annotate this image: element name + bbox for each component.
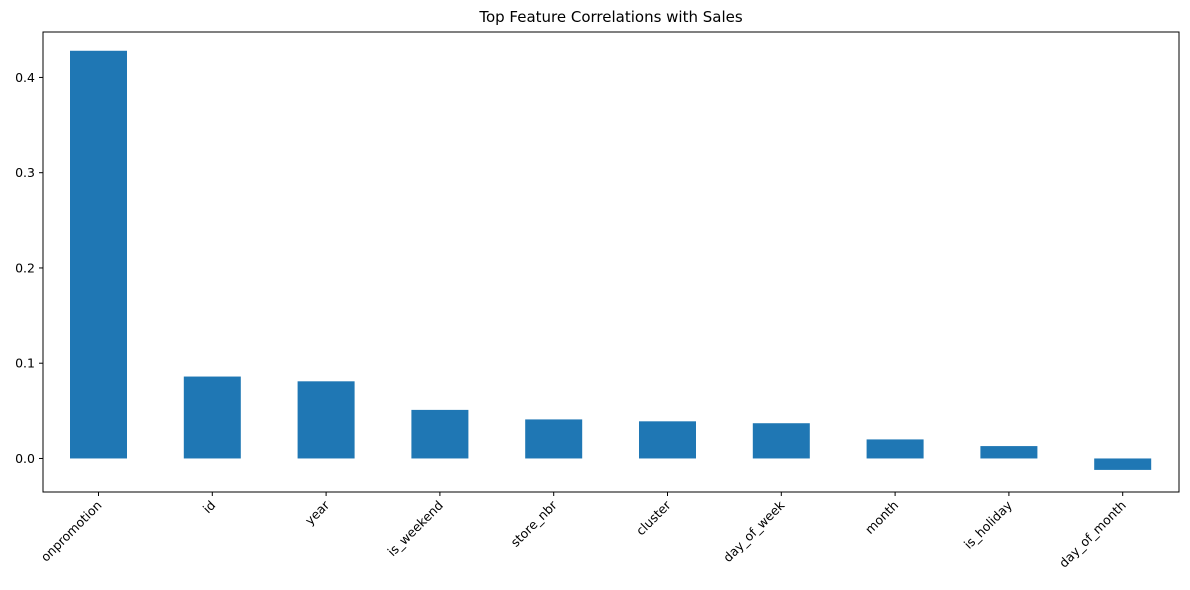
bar-onpromotion (70, 50, 127, 459)
bar-is-weekend (411, 409, 469, 459)
x-tick-label: onpromotion (38, 498, 105, 565)
y-tick-label: 0.0 (15, 451, 35, 466)
chart-title: Top Feature Correlations with Sales (478, 8, 743, 26)
x-axis: onpromotion id year is_weekend store_nbr clus… (38, 492, 1129, 570)
x-tick-label: is_holiday (961, 497, 1016, 552)
y-tick-label: 0.4 (15, 70, 35, 85)
bar-is-holiday (980, 446, 1038, 459)
y-tick-label: 0.2 (15, 260, 35, 275)
x-tick-label: month (862, 498, 901, 537)
x-tick-label: cluster (633, 497, 674, 538)
bar-year (297, 381, 355, 459)
x-tick-label: id (200, 498, 219, 517)
bar-id (183, 376, 241, 459)
x-tick-label: is_weekend (384, 498, 446, 560)
bar-cluster (639, 421, 696, 459)
y-tick-label: 0.3 (15, 165, 35, 180)
bar-month (866, 439, 924, 459)
x-tick-label: store_nbr (508, 497, 561, 550)
plot-frame (42, 31, 1180, 493)
y-tick-label: 0.1 (15, 356, 35, 371)
bars-group (70, 50, 1152, 470)
bar-day-of-month (1094, 458, 1152, 470)
x-tick-label: day_of_month (1056, 498, 1129, 571)
y-axis: 0.0 0.1 0.2 0.3 0.4 (15, 70, 43, 466)
x-tick-label: day_of_week (720, 497, 788, 565)
bar-day-of-week (752, 423, 810, 459)
bar-store-nbr (525, 419, 583, 459)
x-tick-label: year (302, 497, 333, 528)
